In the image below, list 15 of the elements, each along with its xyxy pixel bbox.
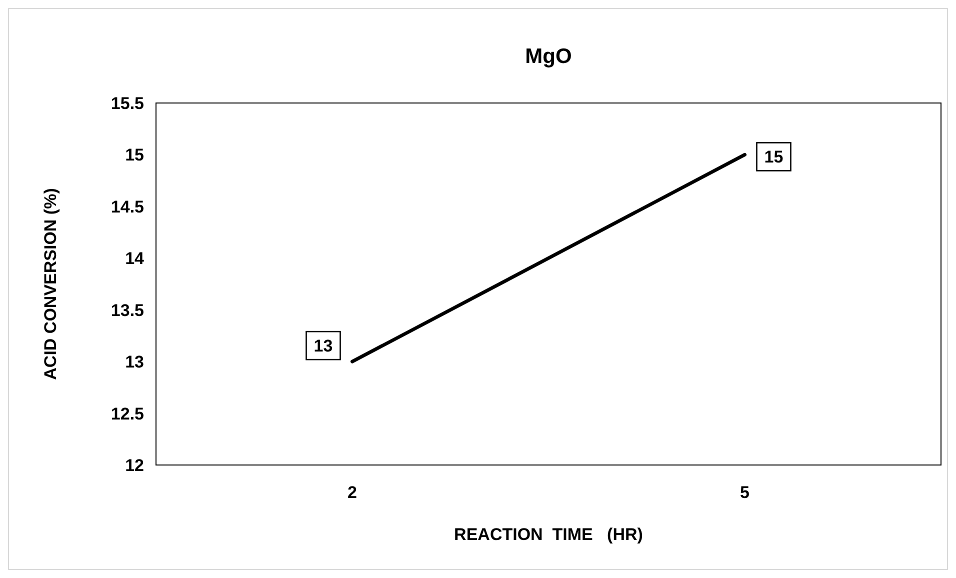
data-label: 13: [314, 336, 333, 356]
y-tick-label: 14.5: [110, 197, 144, 216]
y-axis-title: ACID CONVERSION (%): [41, 188, 60, 380]
y-tick-label: 12.5: [110, 404, 144, 424]
y-tick-label: 13.5: [110, 300, 144, 320]
x-tick-label: 5: [740, 483, 750, 502]
data-label: 15: [764, 148, 784, 167]
y-tick-label: 12: [125, 456, 144, 475]
y-tick-label: 14: [125, 249, 145, 268]
y-tick-label: 13: [125, 352, 144, 372]
y-tick-label: 15.5: [110, 94, 144, 113]
y-tick-label: 15: [125, 146, 144, 165]
x-tick-label: 2: [348, 483, 357, 502]
x-axis-title: REACTION TIME (HR): [454, 525, 643, 544]
chart-title: MgO: [525, 45, 572, 68]
